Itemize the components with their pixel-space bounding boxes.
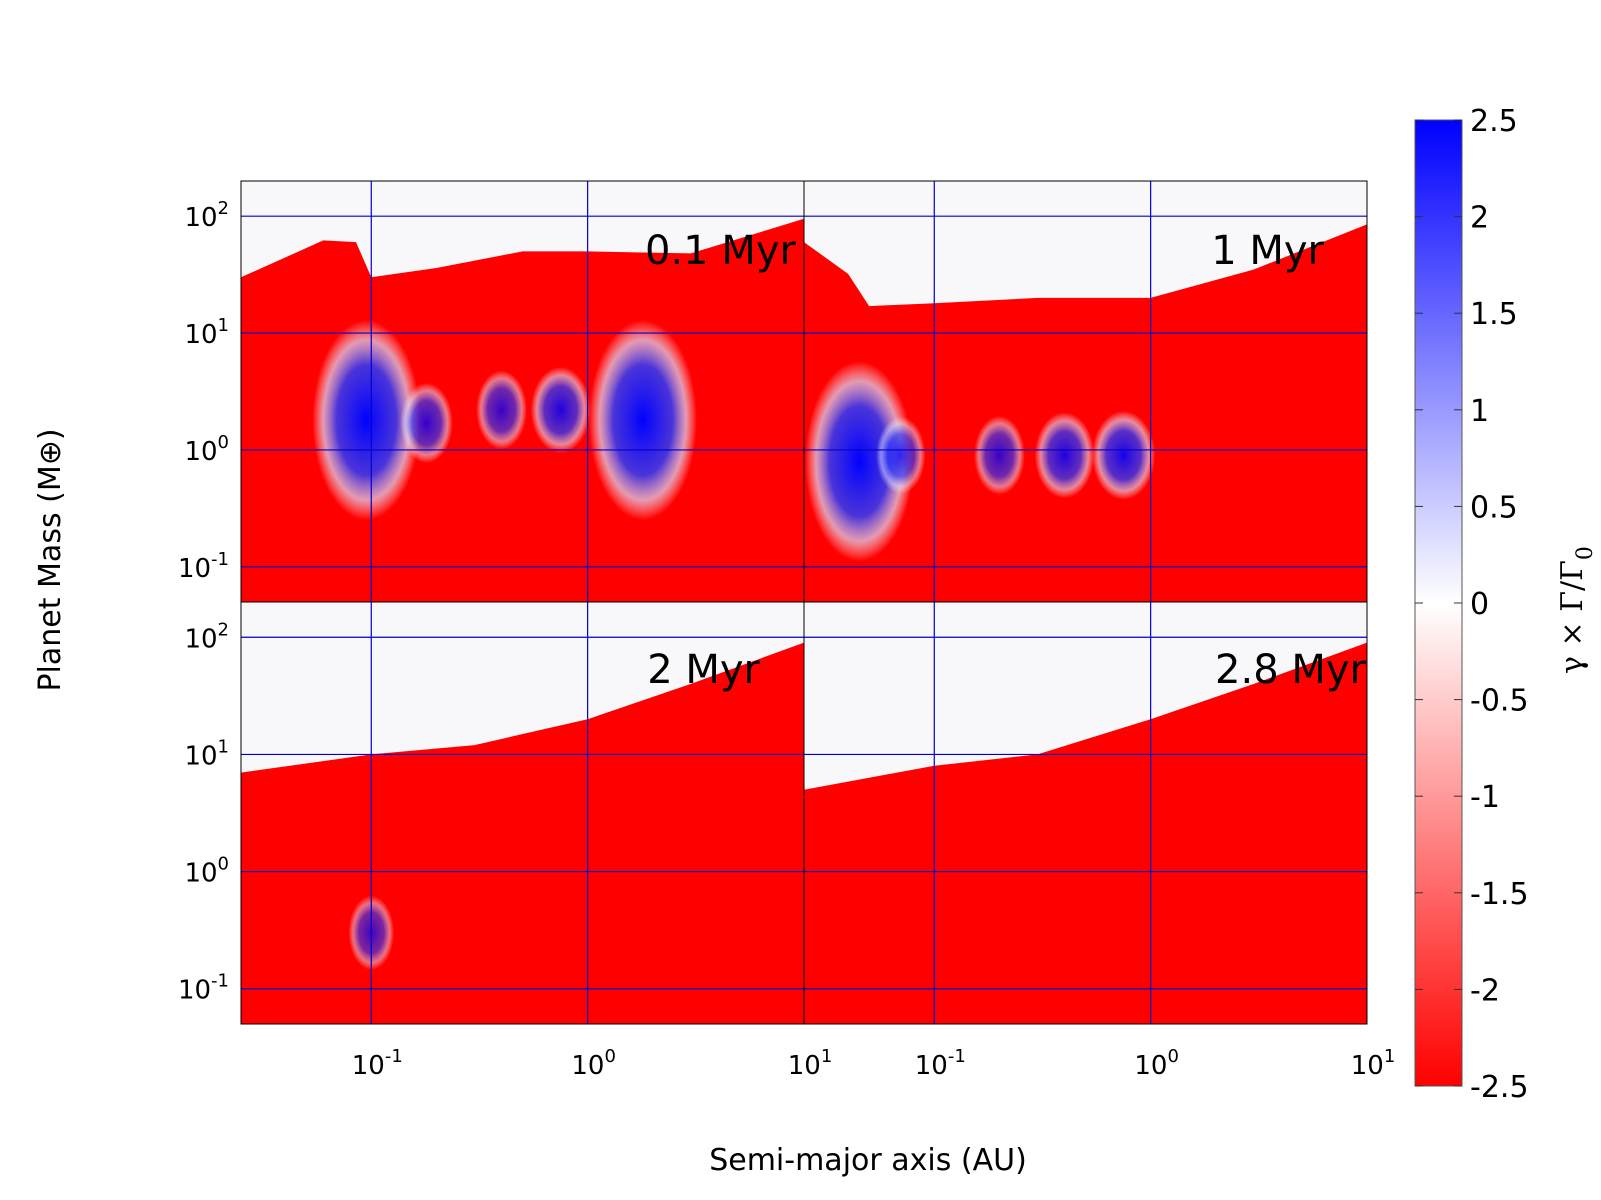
x-tick-base: 10	[352, 1051, 385, 1081]
y-tick-base: 10	[184, 320, 217, 350]
y-tick-base: 10	[178, 554, 211, 584]
panel-label-2: 1 Myr	[1211, 228, 1324, 274]
x-tick-exp: -1	[948, 1046, 966, 1067]
panel-2	[804, 181, 1367, 602]
y-tick-label: 100	[184, 854, 229, 889]
colorbar-tick-label: -1	[1470, 780, 1500, 815]
panel-1	[241, 181, 804, 602]
y-tick-exp: -1	[211, 549, 229, 570]
positive-torque-region-4	[530, 366, 591, 453]
y-tick-label: 10-1	[178, 549, 229, 584]
x-tick-label: 100	[571, 1046, 616, 1081]
y-tick-base: 10	[184, 437, 217, 467]
x-tick-base: 10	[788, 1051, 821, 1081]
y-tick-base: 10	[178, 976, 211, 1006]
positive-torque-region-3	[974, 415, 1025, 495]
colorbar-tick-label: 1	[1470, 394, 1489, 429]
x-tick-base: 10	[571, 1051, 604, 1081]
panel-frame	[803, 601, 1368, 1025]
x-tick-label: 10-1	[915, 1046, 966, 1081]
x-tick-exp: 1	[1384, 1046, 1395, 1067]
positive-torque-region-1	[312, 320, 421, 521]
positive-torque-region-2	[400, 382, 453, 464]
y-tick-base: 10	[184, 741, 217, 771]
colorbar-tick-label: 0	[1470, 587, 1489, 622]
x-tick-label: 10-1	[352, 1046, 403, 1081]
y-tick-exp: 2	[218, 619, 229, 640]
x-tick-label: 101	[788, 1046, 833, 1081]
y-tick-exp: 0	[218, 854, 229, 875]
panel-3	[241, 602, 804, 1024]
x-tick-exp: 1	[821, 1046, 832, 1067]
y-tick-label: 100	[184, 432, 229, 467]
colorbar-tick-label: 2.5	[1470, 104, 1518, 139]
panel-label-1: 0.1 Myr	[645, 228, 797, 274]
colorbar-tick-label: 0.5	[1470, 490, 1518, 525]
y-tick-base: 10	[184, 859, 217, 889]
x-tick-base: 10	[1134, 1051, 1167, 1081]
y-tick-exp: 1	[218, 736, 229, 757]
y-tick-label: 10-1	[178, 971, 229, 1006]
positive-torque-region-3	[476, 370, 527, 450]
y-tick-label: 102	[184, 198, 229, 233]
positive-torque-region-2	[876, 416, 926, 494]
y-tick-label: 102	[184, 619, 229, 654]
colorbar-label-sub: 0	[1573, 546, 1598, 560]
positive-torque-region-5	[1092, 410, 1156, 500]
panel-label-4: 2.8 Myr	[1215, 647, 1367, 693]
y-tick-exp: 2	[218, 198, 229, 219]
y-tick-label: 101	[184, 736, 229, 771]
x-tick-exp: 0	[1167, 1046, 1178, 1067]
y-tick-exp: 0	[218, 432, 229, 453]
x-tick-label: 101	[1351, 1046, 1396, 1081]
x-tick-label: 100	[1134, 1046, 1179, 1081]
panel-label-3: 2 Myr	[647, 647, 760, 693]
colorbar-label-main: γ × Γ/Γ	[1555, 560, 1590, 674]
x-tick-exp: -1	[385, 1046, 403, 1067]
positive-torque-region-4	[1034, 412, 1095, 499]
negative-torque-region	[804, 642, 1367, 1024]
y-axis-title: Planet Mass (M⊕)	[33, 428, 68, 691]
colorbar-tick-label: -0.5	[1470, 684, 1529, 719]
colorbar-label: γ × Γ/Γ0	[1555, 546, 1598, 674]
colorbar-tick-label: 2	[1470, 201, 1489, 236]
positive-torque-region-5	[588, 320, 697, 521]
negative-torque-region	[804, 224, 1367, 602]
y-tick-exp: -1	[211, 971, 229, 992]
colorbar-tick-label: -1.5	[1470, 877, 1529, 912]
y-tick-base: 10	[184, 624, 217, 654]
x-axis-title: Semi-major axis (AU)	[709, 1143, 1027, 1178]
colorbar-tick-label: -2.5	[1470, 1070, 1529, 1105]
panel-4	[804, 602, 1367, 1024]
y-tick-base: 10	[184, 203, 217, 233]
colorbar: 2.521.510.50-0.5-1-1.5-2-2.5 γ × Γ/Γ0	[1414, 104, 1598, 1105]
y-tick-exp: 1	[218, 315, 229, 336]
positive-torque-region-1	[805, 361, 914, 562]
x-tick-base: 10	[1351, 1051, 1384, 1081]
x-tick-base: 10	[915, 1051, 948, 1081]
colorbar-tick-label: 1.5	[1470, 297, 1518, 332]
x-tick-exp: 0	[604, 1046, 615, 1067]
colorbar-tick-label: -2	[1470, 973, 1500, 1008]
y-tick-label: 101	[184, 315, 229, 350]
